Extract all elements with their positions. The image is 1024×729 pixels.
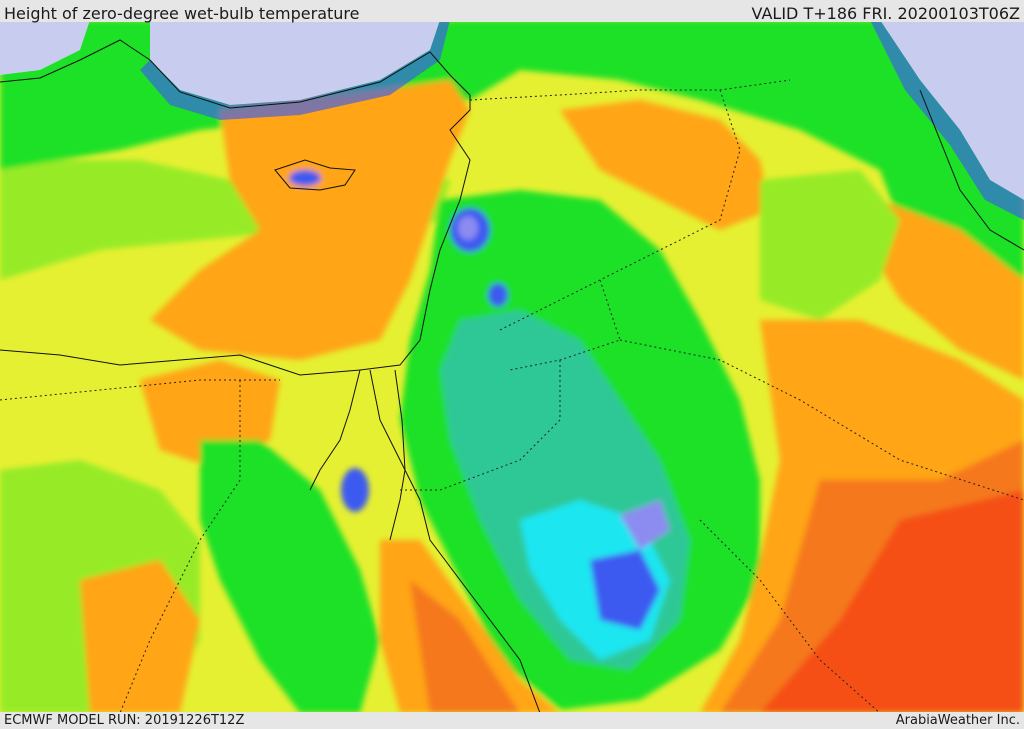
caspian-sea	[880, 20, 1024, 200]
arabia-blue	[590, 550, 660, 630]
north-africa-orange	[150, 80, 470, 360]
sinai-blue	[341, 468, 369, 512]
east-coast	[919, 89, 1024, 251]
caspian-blue-edge	[870, 20, 1024, 220]
border-2	[499, 89, 741, 331]
footer-bar: ECMWF MODEL RUN: 20191226T12Z ArabiaWeat…	[0, 712, 1024, 729]
east-green	[760, 170, 900, 320]
sudan-green	[200, 440, 380, 713]
syria-orange	[560, 100, 770, 230]
black-sea	[0, 20, 90, 75]
border-7	[119, 380, 241, 713]
jordan-blue	[488, 283, 508, 307]
border-5	[400, 360, 561, 491]
credit-text: ArabiaWeather Inc.	[895, 713, 1020, 728]
border-3	[509, 279, 621, 371]
borders	[0, 79, 1024, 713]
anatolia-coast	[0, 39, 471, 376]
border-4	[619, 339, 1024, 501]
map-title: Height of zero-degree wet-bulb temperatu…	[4, 4, 360, 23]
iran-orange	[870, 200, 1024, 380]
red-sea-dark	[410, 580, 520, 713]
northern-sea	[150, 20, 440, 105]
border-1	[469, 79, 791, 101]
lebanon-violet	[458, 216, 478, 240]
west-orange	[80, 560, 200, 713]
header-bar: Height of zero-degree wet-bulb temperatu…	[0, 0, 1024, 23]
coastlines	[0, 39, 1024, 713]
black-sea-blue-edge	[140, 20, 450, 120]
cyprus-coast	[274, 159, 356, 191]
model-run: ECMWF MODEL RUN: 20191226T12Z	[4, 713, 245, 728]
cyprus-blue	[289, 170, 321, 186]
suez-coast	[309, 369, 361, 491]
sinai-gulf-coast	[369, 369, 541, 713]
aqaba-coast	[389, 369, 406, 541]
gulf-red	[760, 490, 1024, 713]
weather-map	[0, 20, 1024, 713]
valid-time: VALID T+186 FRI. 20200103T06Z	[751, 4, 1020, 23]
arabia-violet	[620, 500, 670, 550]
